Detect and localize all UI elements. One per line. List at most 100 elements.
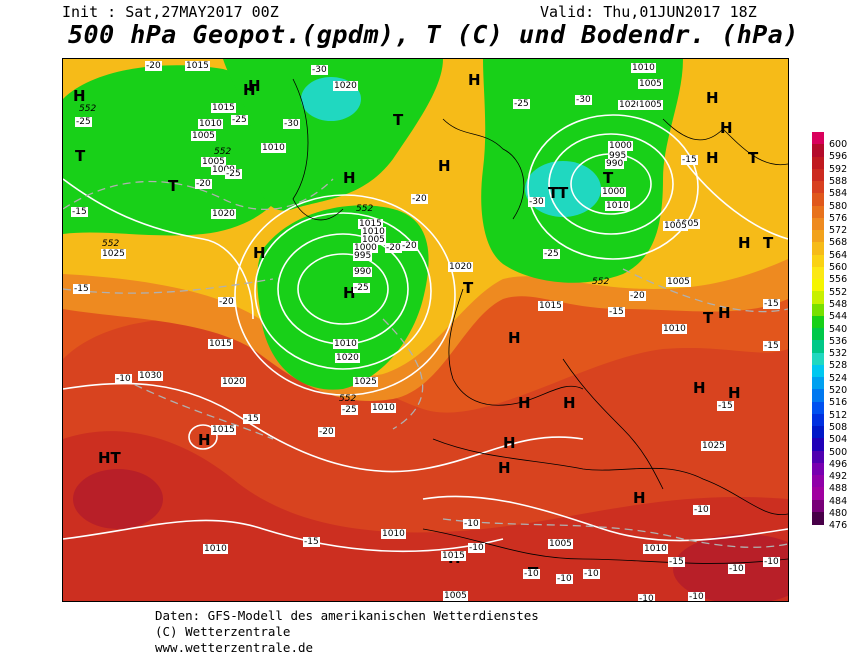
isotherm-label: -15 — [717, 401, 734, 411]
isotherm-label: -30 — [575, 95, 592, 105]
high-pressure-center: H — [706, 89, 719, 107]
legend-swatch — [812, 328, 824, 341]
legend-swatch — [812, 352, 824, 366]
high-pressure-center: H — [198, 431, 211, 449]
isotherm-label: -15 — [668, 557, 685, 567]
legend-swatch — [812, 401, 824, 415]
isobar-label: 1010 — [662, 324, 687, 334]
isotherm-label: -15 — [303, 537, 320, 547]
legend-value: 484 — [829, 495, 848, 507]
isotherm-label: -10 — [693, 505, 710, 515]
legend-swatch — [812, 499, 824, 513]
legend-swatch — [812, 132, 824, 145]
isobar-label: 1020 — [211, 209, 236, 219]
isobar-label: 1005 — [638, 79, 663, 89]
isotherm-label: -20 — [411, 194, 428, 204]
legend-value: 508 — [829, 421, 848, 433]
isotherm-label: -15 — [73, 284, 90, 294]
isobar-label: 1010 — [631, 63, 656, 73]
isotherm-label: -20 — [195, 179, 212, 189]
high-pressure-center: H — [728, 384, 741, 402]
legend-swatch — [812, 377, 824, 390]
isobar-label: 995 — [353, 251, 373, 261]
isobar-label: 1005 — [638, 100, 663, 110]
legend-swatch — [812, 389, 824, 402]
isobar-label: 1015 — [538, 301, 563, 311]
legend-value: 520 — [829, 385, 848, 396]
isotherm-label: -15 — [681, 155, 698, 165]
isobar-label: 1010 — [203, 544, 228, 554]
isotherm-label: -25 — [513, 99, 530, 109]
legend-swatch — [812, 315, 824, 329]
legend-swatch — [812, 181, 824, 194]
legend-swatch — [812, 511, 824, 525]
isotherm-label: -30 — [311, 65, 328, 75]
legend-swatch — [812, 475, 824, 488]
legend-swatch — [812, 450, 824, 464]
isobar-label: 1025 — [353, 377, 378, 387]
low-pressure-center: T — [763, 234, 774, 252]
legend-value: 496 — [829, 458, 848, 470]
low-pressure-center: T — [748, 149, 759, 167]
legend-value: 516 — [829, 397, 848, 409]
pressure-center: HT — [98, 449, 121, 467]
isobar-label: 1000 — [353, 243, 378, 253]
isotherm-label: -25 — [225, 169, 242, 179]
legend-value: 572 — [829, 225, 848, 237]
low-pressure-center: T — [393, 111, 404, 129]
low-pressure-center: T — [463, 279, 474, 297]
isotherm-label: -30 — [283, 119, 300, 129]
isobar-label: 1010 — [643, 544, 668, 554]
isotherm-label: -20 — [401, 241, 418, 251]
isobar-label: 1020 — [335, 353, 360, 363]
isotherm-label: -25 — [353, 283, 370, 293]
cold-pool-north — [223, 59, 443, 211]
isobar-label: 990 — [605, 159, 625, 169]
low-pressure-center: T — [75, 147, 86, 165]
legend-value: 588 — [829, 175, 848, 187]
legend-swatch — [812, 364, 824, 378]
legend-swatch — [812, 205, 824, 219]
isobar-label: 1015 — [211, 103, 236, 113]
isotherm-label: -10 — [688, 592, 705, 602]
legend-swatch — [812, 340, 824, 353]
isobar-label: 1020 — [448, 262, 473, 272]
legend-swatch — [812, 230, 824, 243]
legend-swatch — [812, 168, 824, 182]
isotherm-label: -25 — [543, 249, 560, 259]
high-pressure-center: H — [633, 489, 646, 507]
isotherm-label: -10 — [728, 564, 745, 574]
legend-swatch — [812, 217, 824, 231]
color-scale-legend — [812, 132, 824, 525]
legend-value: 600 — [829, 139, 848, 150]
valid-time: Valid: Thu,01JUN2017 18Z — [540, 3, 757, 21]
low-pressure-center: T — [548, 184, 559, 202]
high-pressure-center: H — [720, 119, 733, 137]
isobar-label: 1020 — [333, 81, 358, 91]
geopotential-label: 552 — [79, 104, 97, 114]
high-pressure-center: H — [508, 329, 521, 347]
legend-value: 480 — [829, 508, 848, 519]
legend-value: 592 — [829, 163, 848, 175]
high-pressure-center: H — [518, 394, 531, 412]
geopotential-label: 552 — [214, 147, 232, 157]
hot-core-west — [73, 469, 163, 529]
legend-swatch — [812, 266, 824, 280]
isotherm-label: -25 — [75, 117, 92, 127]
high-pressure-center: H — [503, 434, 516, 452]
legend-swatch — [812, 303, 824, 317]
high-pressure-center: H — [563, 394, 576, 412]
isotherm-label: -30 — [528, 197, 545, 207]
high-pressure-center: H — [73, 87, 86, 105]
isobar-label: 1010 — [361, 227, 386, 237]
map-canvas — [63, 59, 788, 601]
map-title: 500 hPa Geopot.(gpdm), T (C) und Bodendr… — [68, 20, 799, 49]
isobar-label: 1005 — [666, 277, 691, 287]
high-pressure-center: H — [343, 169, 356, 187]
coastlines — [292, 78, 788, 564]
geopotential-label: 552 — [102, 239, 120, 249]
isobar-label: 1020 — [221, 377, 246, 387]
init-time: Init : Sat,27MAY2017 00Z — [62, 3, 279, 21]
isotherm-label: -15 — [243, 414, 260, 424]
legend-swatch — [812, 413, 824, 427]
